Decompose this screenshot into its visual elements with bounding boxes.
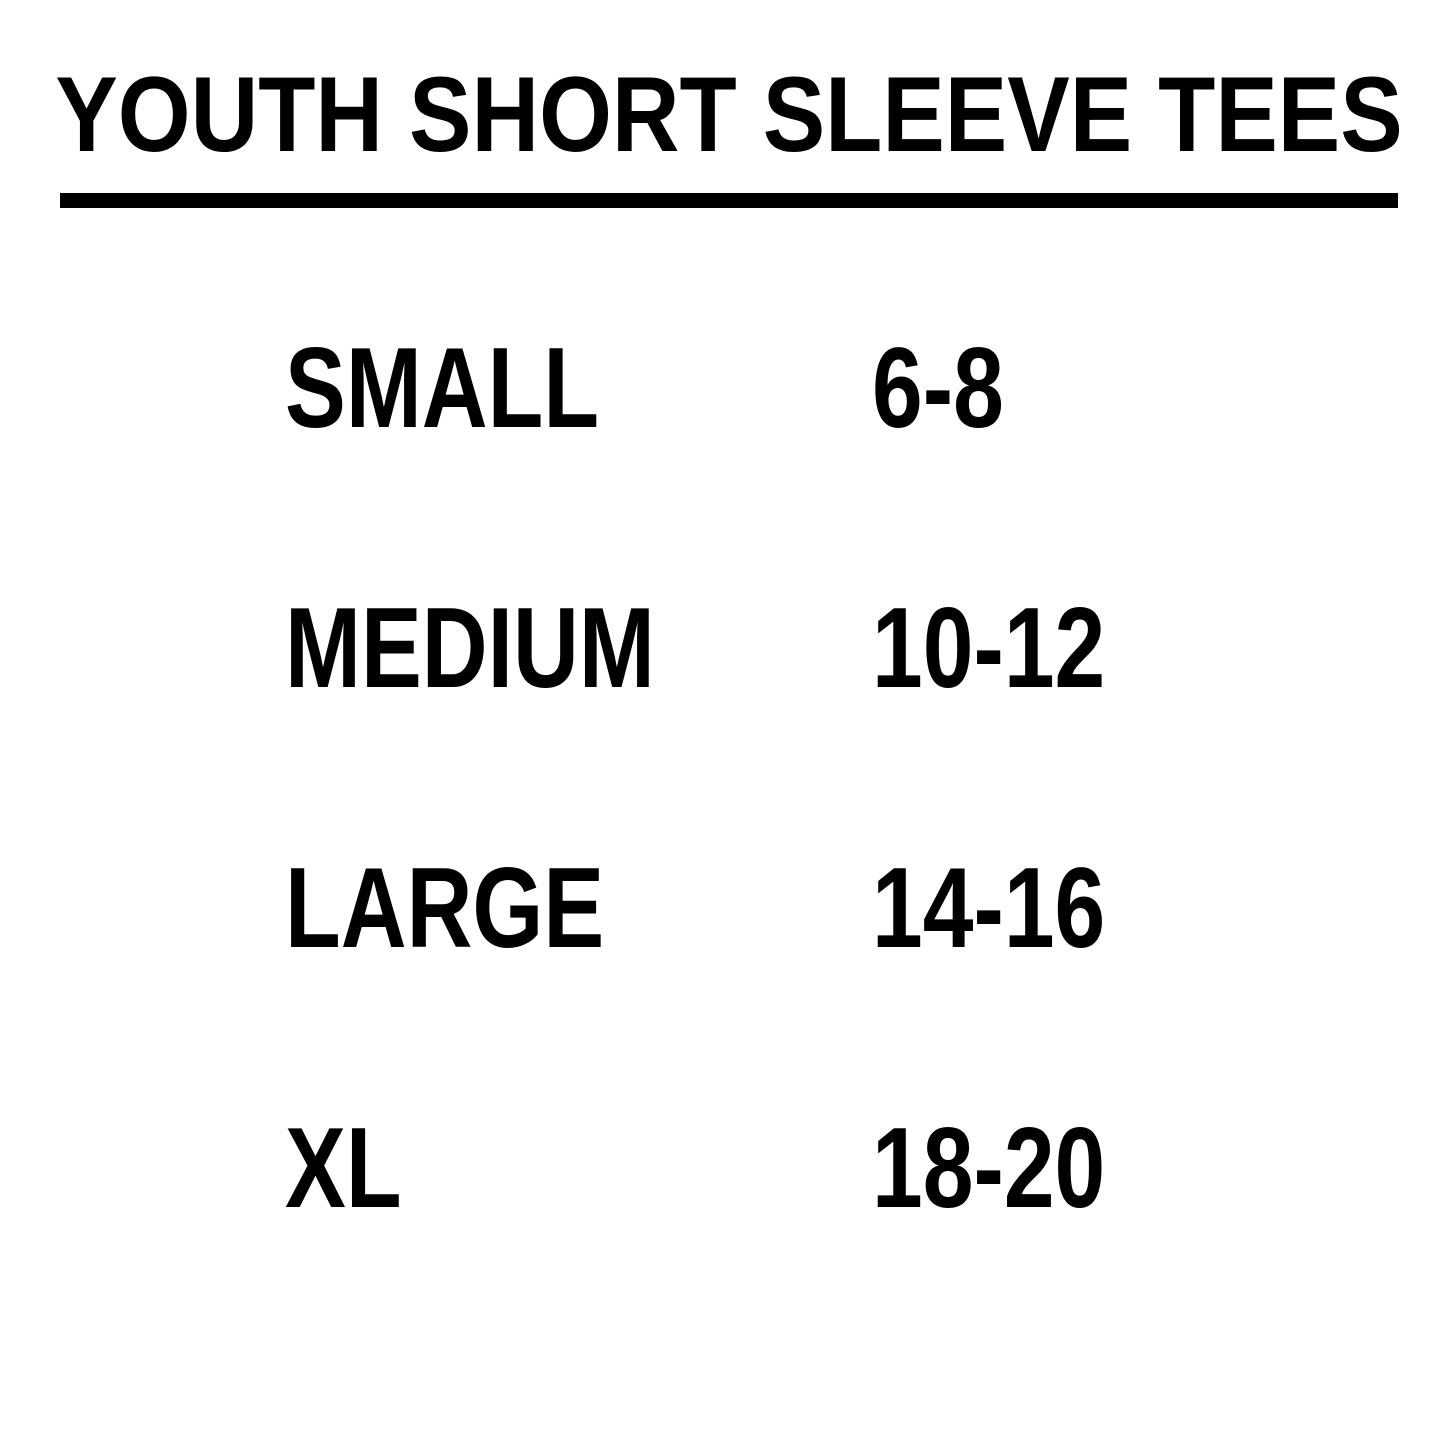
- page-title: YOUTH SHORT SLEEVE TEES: [55, 54, 1403, 174]
- table-row: SMALL 6-8: [0, 330, 1445, 590]
- table-row: LARGE 14-16: [0, 850, 1445, 1110]
- size-label-large: LARGE: [285, 845, 605, 972]
- ages-value-small: 6-8: [872, 325, 1004, 452]
- ages-value-xl: 18-20: [872, 1105, 1106, 1232]
- size-label-small: SMALL: [285, 325, 600, 452]
- ages-value-large: 14-16: [872, 845, 1106, 972]
- title-underline-rule: [60, 193, 1398, 208]
- title-block: YOUTH SHORT SLEEVE TEES: [55, 54, 1403, 212]
- table-row: MEDIUM 10-12: [0, 590, 1445, 850]
- size-label-xl: XL: [285, 1105, 402, 1232]
- size-label-medium: MEDIUM: [285, 585, 655, 712]
- table-row: XL 18-20: [0, 1110, 1445, 1370]
- ages-value-medium: 10-12: [872, 585, 1106, 712]
- size-table: SMALL 6-8 MEDIUM 10-12 LARGE 14-16 XL 18…: [0, 330, 1445, 1370]
